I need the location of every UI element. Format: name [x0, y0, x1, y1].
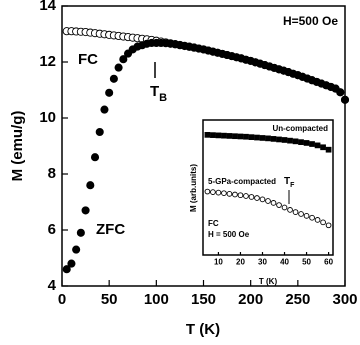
- data-point: [90, 153, 100, 162]
- data-point: [276, 136, 282, 143]
- y-tick-label: 10: [39, 109, 56, 126]
- series-label: ZFC: [96, 221, 125, 238]
- data-point: [298, 139, 304, 145]
- data-point: [314, 217, 321, 223]
- annotation: F: [290, 182, 295, 189]
- data-point: [248, 134, 255, 140]
- data-point: [292, 209, 299, 215]
- data-point: [109, 74, 118, 83]
- data-point: [254, 134, 260, 141]
- annotation: H=500 Oe: [283, 14, 338, 28]
- series-label: 5-GPa-compacted: [208, 177, 276, 186]
- data-point: [309, 214, 315, 221]
- annotation: FC: [208, 219, 219, 228]
- data-point: [259, 135, 266, 141]
- data-point: [254, 195, 260, 201]
- y-tick-label: 6: [48, 221, 56, 238]
- data-point: [221, 132, 227, 139]
- data-point: [287, 207, 293, 213]
- data-point: [232, 191, 238, 198]
- data-point: [215, 189, 222, 196]
- annotation: TB: [150, 83, 167, 104]
- data-point: [221, 190, 227, 197]
- data-point: [292, 138, 299, 145]
- data-point: [100, 105, 109, 114]
- data-point: [340, 95, 350, 104]
- data-point: [303, 140, 310, 146]
- annotation: TF: [284, 176, 295, 189]
- x-tick-label: 100: [144, 291, 169, 308]
- data-point: [287, 137, 293, 144]
- x-tick-label: 300: [332, 291, 357, 308]
- data-point: [114, 63, 123, 72]
- x-tick-label: 20: [236, 258, 245, 267]
- data-point: [298, 211, 304, 217]
- data-point: [210, 132, 216, 138]
- data-point: [67, 259, 76, 268]
- data-point: [281, 204, 288, 211]
- data-point: [320, 219, 326, 226]
- data-point: [232, 133, 238, 140]
- annotation: T: [284, 176, 290, 187]
- data-point: [105, 88, 114, 97]
- data-point: [281, 137, 288, 143]
- data-point: [243, 193, 249, 199]
- data-point: [265, 135, 271, 142]
- data-point: [259, 196, 266, 203]
- x-tick-label: 50: [302, 258, 311, 267]
- x-tick-label: 150: [191, 291, 216, 308]
- data-point: [76, 228, 85, 237]
- data-point: [303, 213, 310, 219]
- y-tick-label: 12: [39, 53, 56, 70]
- x-tick-label: 60: [324, 258, 333, 267]
- series-label: Un-compacted: [272, 124, 328, 133]
- x-tick-label: 0: [58, 291, 66, 308]
- data-point: [314, 142, 321, 149]
- data-point: [336, 88, 345, 97]
- x-tick-label: 250: [285, 291, 310, 308]
- x-tick-label: 50: [101, 291, 118, 308]
- data-point: [276, 202, 282, 208]
- x-tick-label: 200: [238, 291, 263, 308]
- inset-frame: [202, 119, 334, 256]
- data-point: [95, 127, 104, 137]
- data-point: [270, 136, 277, 142]
- y-tick-label: 4: [48, 277, 57, 294]
- data-point: [270, 200, 277, 206]
- annotation: H = 500 Oe: [208, 230, 250, 239]
- data-point: [237, 133, 244, 140]
- data-point: [119, 55, 128, 64]
- data-point: [86, 181, 95, 190]
- data-point: [309, 141, 315, 147]
- x-axis-label: T (K): [259, 277, 278, 286]
- data-point: [215, 132, 222, 139]
- data-point: [320, 144, 326, 151]
- series-label: FC: [78, 51, 98, 68]
- y-tick-label: 14: [39, 0, 56, 14]
- x-tick-label: 10: [214, 258, 223, 267]
- data-point: [204, 188, 211, 195]
- data-point: [265, 198, 271, 204]
- data-point: [226, 190, 233, 197]
- data-point: [210, 189, 216, 195]
- data-point: [243, 133, 249, 140]
- y-axis-label: M (arb.units): [189, 164, 198, 212]
- data-point: [248, 194, 255, 200]
- data-point: [237, 192, 244, 199]
- data-point: [204, 131, 211, 138]
- x-tick-label: 30: [258, 258, 267, 267]
- data-point: [62, 265, 71, 274]
- annotation: B: [159, 92, 167, 104]
- data-point: [325, 146, 332, 153]
- y-axis-label: M (emu/g): [9, 111, 26, 182]
- annotation: T: [150, 83, 159, 100]
- data-point: [325, 222, 332, 229]
- x-tick-label: 40: [280, 258, 289, 267]
- data-point: [226, 133, 233, 139]
- x-axis-label: T (K): [186, 321, 220, 338]
- y-tick-label: 8: [48, 165, 56, 182]
- data-point: [81, 206, 90, 215]
- data-point: [72, 245, 81, 254]
